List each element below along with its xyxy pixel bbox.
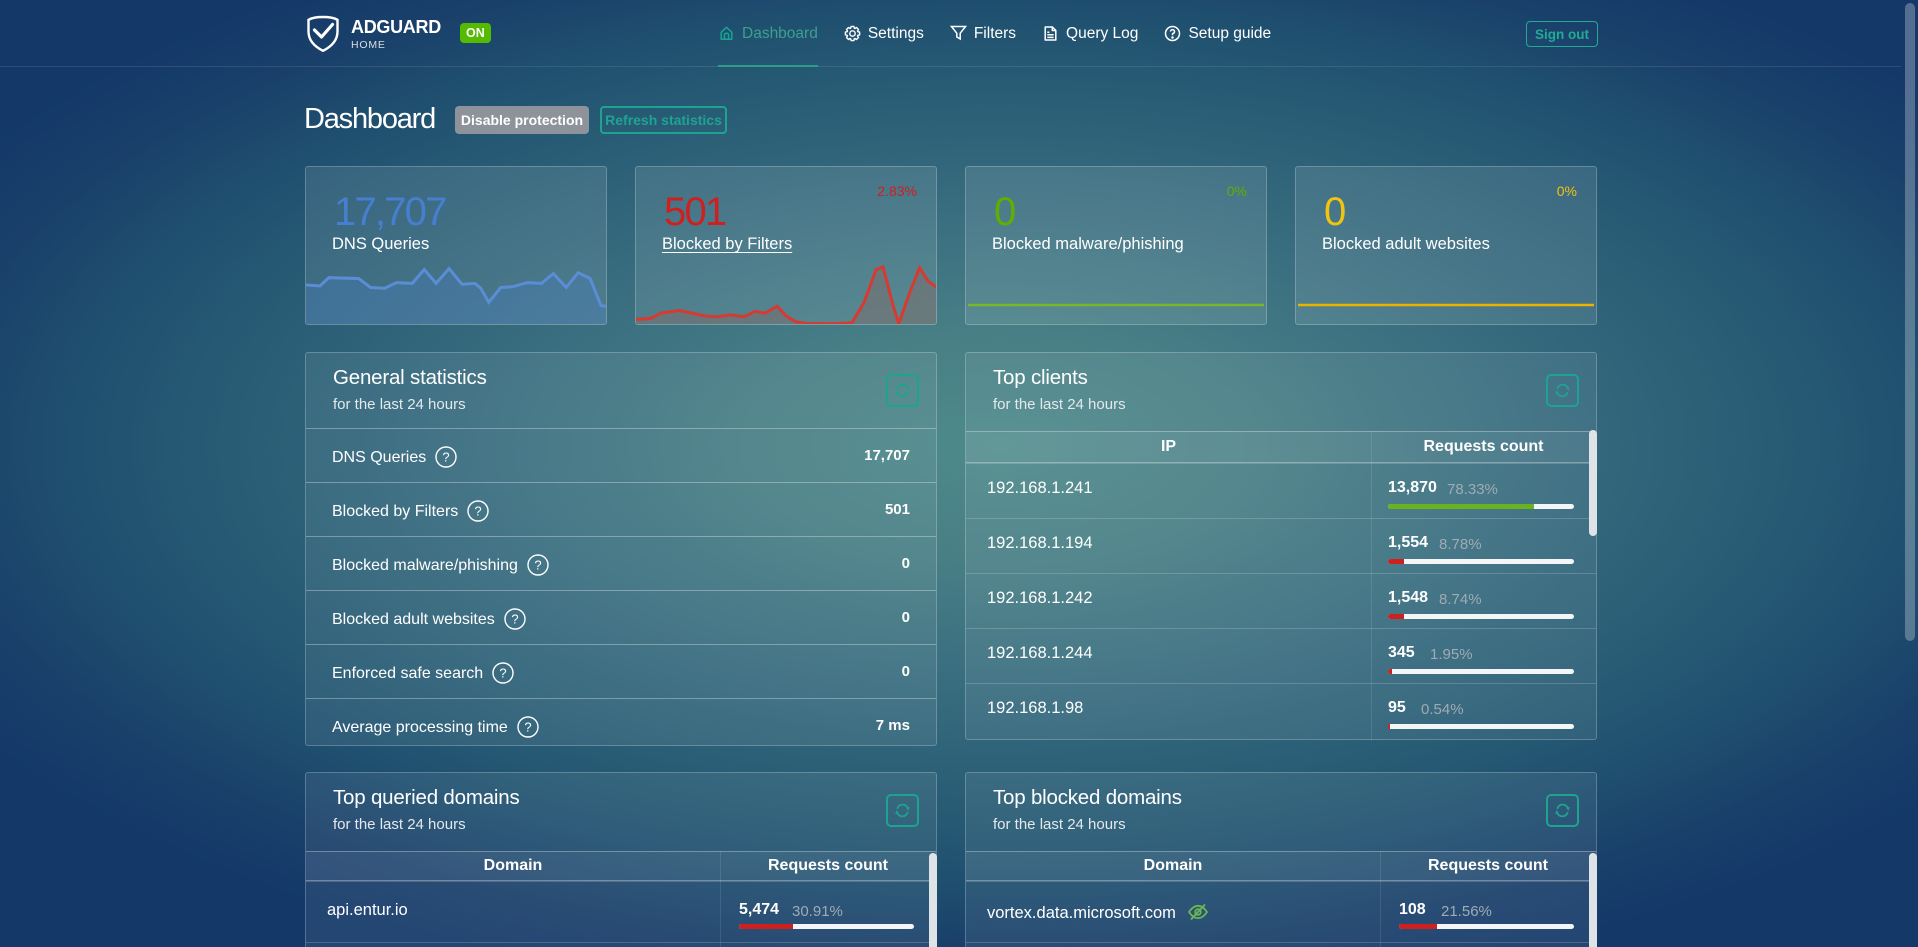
svg-text:?: ?	[511, 612, 518, 627]
svg-text:?: ?	[500, 666, 507, 681]
svg-text:?: ?	[443, 450, 450, 465]
svg-text:?: ?	[524, 720, 531, 735]
svg-text:?: ?	[475, 504, 482, 519]
svg-text:?: ?	[534, 558, 541, 573]
